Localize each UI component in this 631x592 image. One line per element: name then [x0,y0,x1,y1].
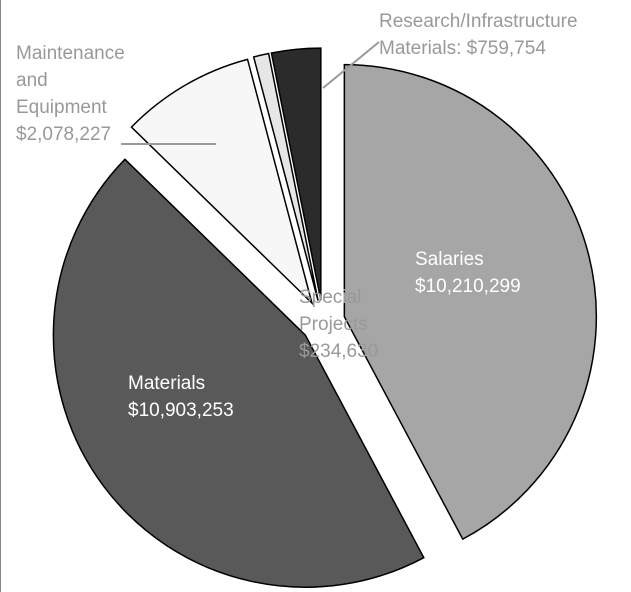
slice-label: Materials $10,903,253 [128,370,234,424]
value-label: $759,754 [466,38,546,59]
slice-label: Special Projects $234,630 [299,284,378,365]
value-label: $10,210,299 [415,276,521,297]
category-label: Special Projects [299,287,368,335]
value-label: $2,078,227 [16,124,112,145]
value-label: $10,903,253 [128,400,234,421]
slice-label: Research/Infrastructure Materials: $759,… [379,8,614,62]
value-label: $234,630 [299,341,379,362]
pie-slice [130,58,314,306]
category-label: Materials [128,373,206,394]
pie-slice [252,52,319,301]
pie-slice [270,47,322,301]
category-label: Research/Infrastructure Materials: [379,11,578,59]
pie-slice [343,63,598,541]
category-label: Salaries [415,249,484,270]
slice-label: Maintenance and Equipment $2,078,227 [16,40,125,148]
category-label: Maintenance and Equipment [16,43,125,118]
slice-label: Salaries $10,210,299 [415,246,521,300]
pie-slice [52,158,425,588]
leader-line [322,41,380,89]
